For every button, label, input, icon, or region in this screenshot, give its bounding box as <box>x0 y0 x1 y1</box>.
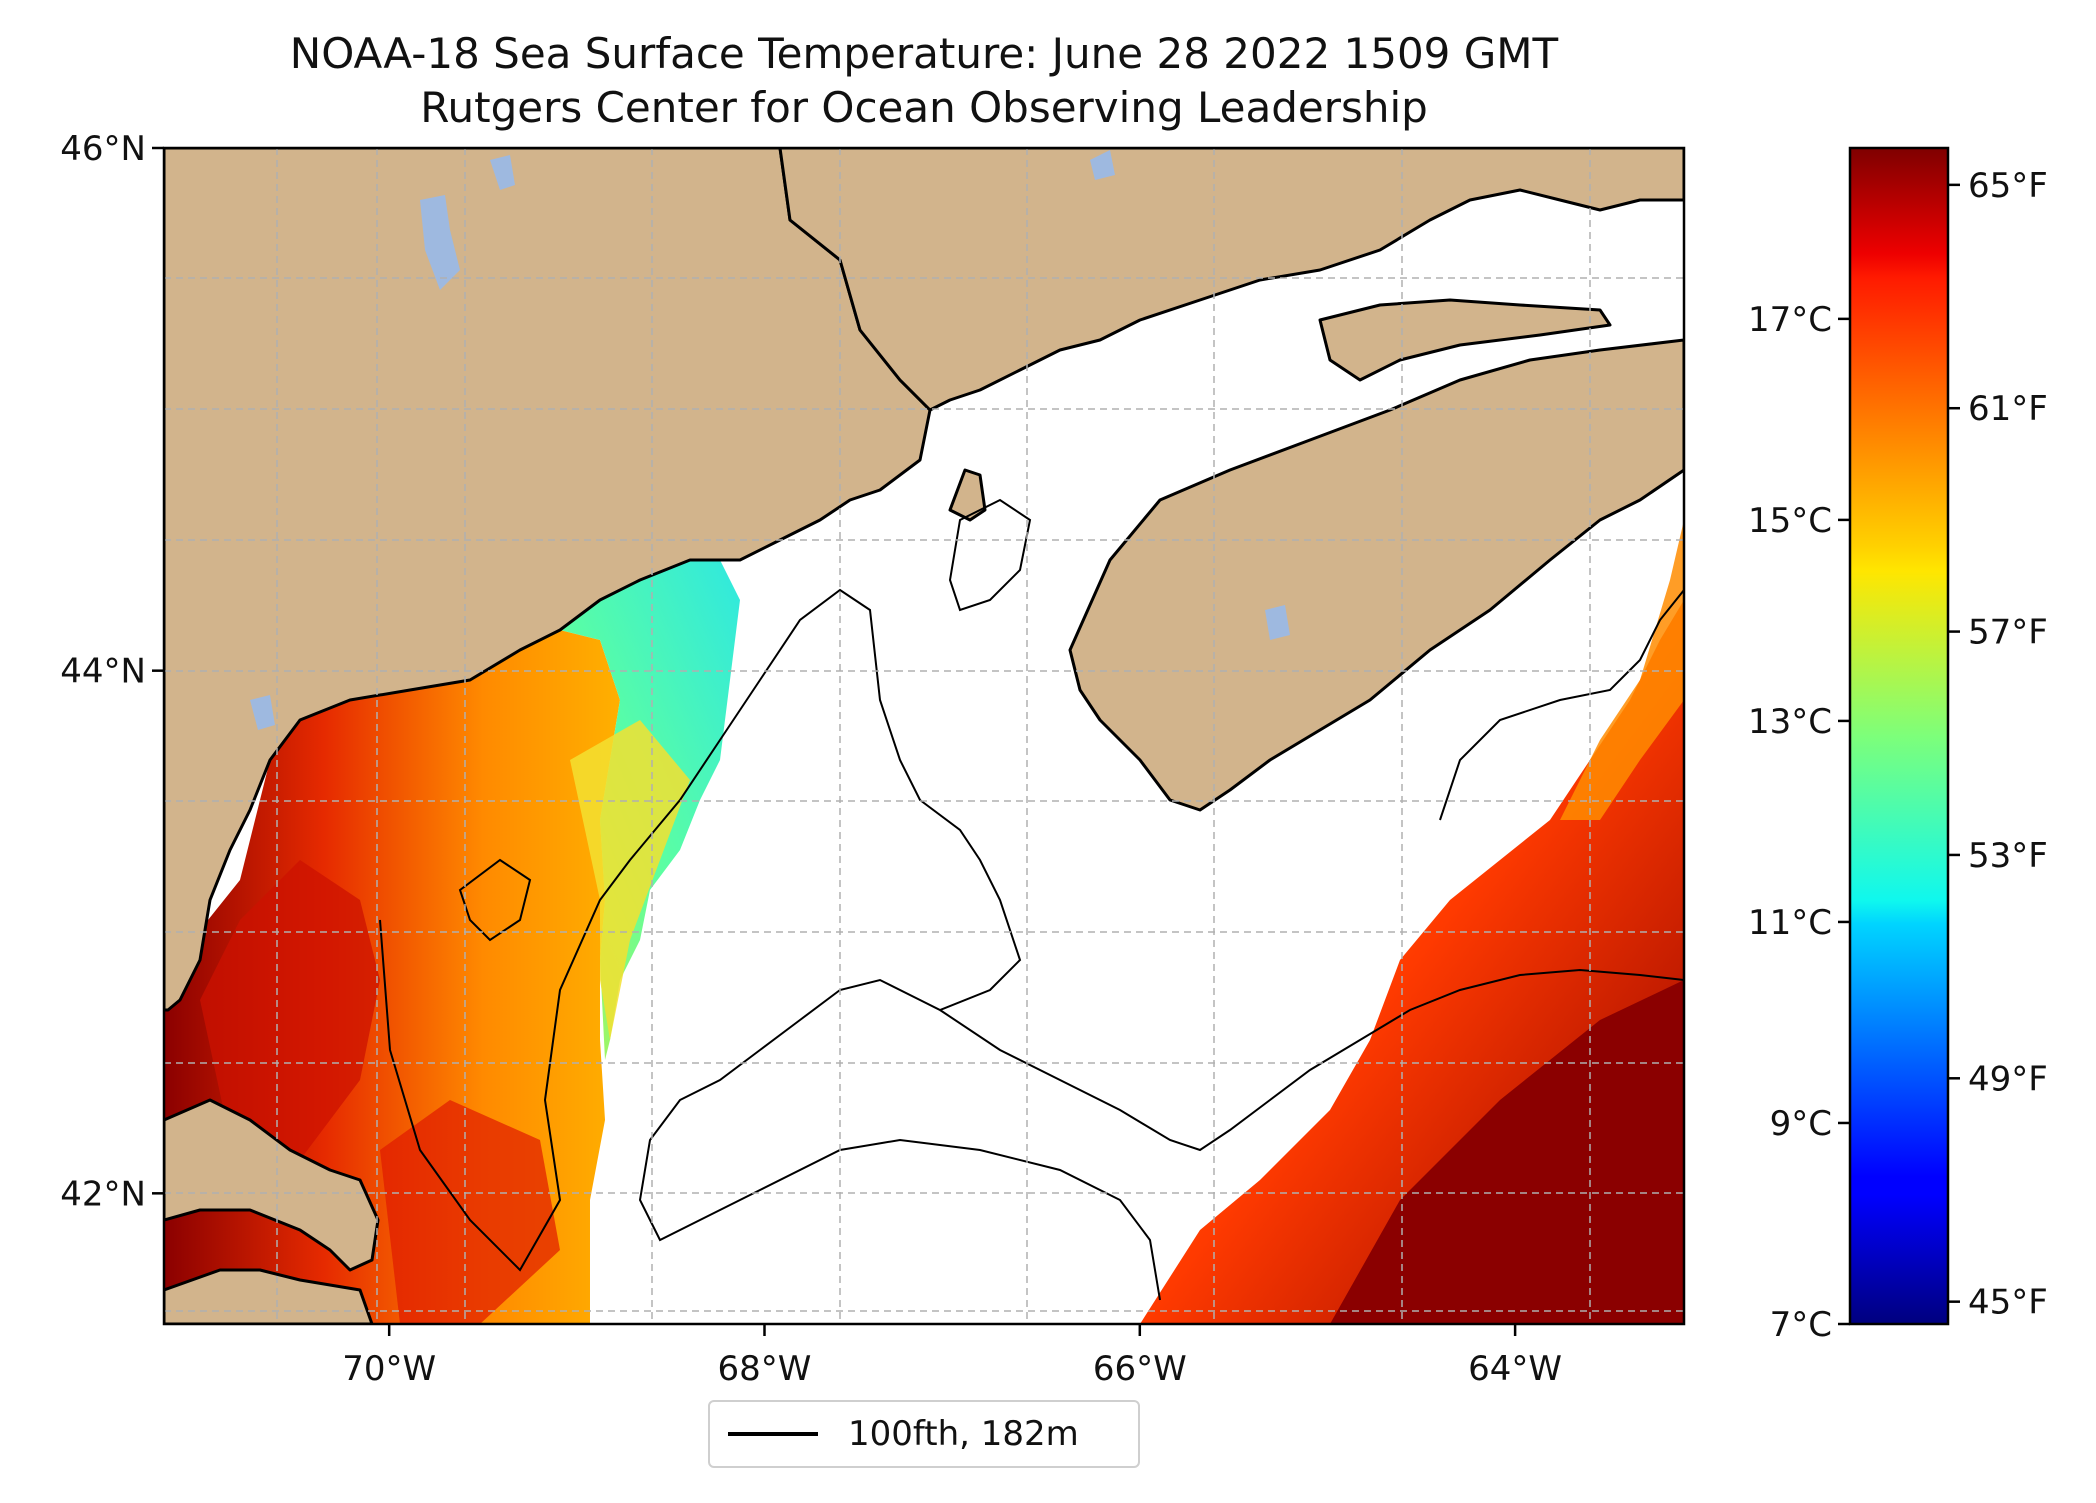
sst-field-core <box>200 860 380 1160</box>
gridlines <box>164 148 1684 1324</box>
colorbar <box>1848 146 1950 1326</box>
fahrenheit-tick-label: 53°F <box>1968 836 2048 876</box>
lake-ns <box>1265 605 1290 640</box>
contour-basin <box>458 858 532 942</box>
contour-jordan <box>948 498 1032 612</box>
lake-nh <box>250 695 275 730</box>
sst-field-east-strip <box>1560 520 1684 820</box>
map-body <box>164 148 1684 1324</box>
celsius-tick-label: 15°C <box>1748 501 1832 541</box>
legend-label: 100fth, 182m <box>848 1414 1079 1454</box>
bathymetry-contours <box>379 498 1684 1301</box>
lake-grand <box>1090 150 1115 180</box>
celsius-tick-label: 9°C <box>1770 1104 1832 1144</box>
lat-tick-label: 46°N <box>60 129 146 169</box>
celsius-tick-label: 7°C <box>1770 1305 1832 1345</box>
contour-gulf-of-maine <box>379 588 1161 1301</box>
legend-line-swatch <box>728 1432 818 1436</box>
fahrenheit-tick-label: 65°F <box>1968 166 2048 206</box>
land-grand-manan <box>948 468 987 522</box>
lakes <box>250 150 1290 730</box>
sst-field-yellow-band <box>570 720 690 1040</box>
colorbar-ticks: 17°C 15°C 13°C 11°C 9°C 7°C 65°F 61°F 57°F 53°F 49… <box>1748 166 2048 1345</box>
map-title: NOAA-18 Sea Surface Temperature: June 28… <box>289 29 1559 78</box>
lon-tick-label: 66°W <box>1093 1349 1187 1389</box>
lon-tick-label: 68°W <box>718 1349 812 1389</box>
lat-tick-label: 44°N <box>60 652 146 692</box>
land-pei <box>1318 298 1612 382</box>
map-subtitle: Rutgers Center for Ocean Observing Leade… <box>420 83 1428 132</box>
celsius-tick-label: 11°C <box>1748 903 1832 943</box>
celsius-tick-label: 13°C <box>1748 702 1832 742</box>
land-new-brunswick <box>778 148 1684 412</box>
lat-tick-label: 42°N <box>60 1174 146 1214</box>
lon-tick-label: 64°W <box>1468 1349 1562 1389</box>
contour-scotian-shelf <box>1439 589 1684 821</box>
sst-field-east-deep <box>1330 980 1684 1324</box>
celsius-tick-label: 17°C <box>1748 300 1832 340</box>
lake-moosehead <box>420 195 460 290</box>
axis-ticks: 46°N 44°N 42°N 70°W 68°W 66°W 64°W <box>60 129 1562 1389</box>
land-cape-cod <box>164 1098 380 1272</box>
lake-chesuncook <box>490 155 515 190</box>
fahrenheit-tick-label: 49°F <box>1968 1059 2048 1099</box>
land <box>164 148 1684 1324</box>
contour-georges-bank <box>939 968 1684 1152</box>
map-frame <box>162 146 1686 1326</box>
lon-tick-label: 70°W <box>342 1349 436 1389</box>
fahrenheit-tick-label: 45°F <box>1968 1283 2048 1323</box>
fahrenheit-tick-label: 57°F <box>1968 613 2048 653</box>
contour-legend: 100fth, 182m <box>708 1400 1140 1468</box>
fahrenheit-tick-label: 61°F <box>1968 389 2048 429</box>
